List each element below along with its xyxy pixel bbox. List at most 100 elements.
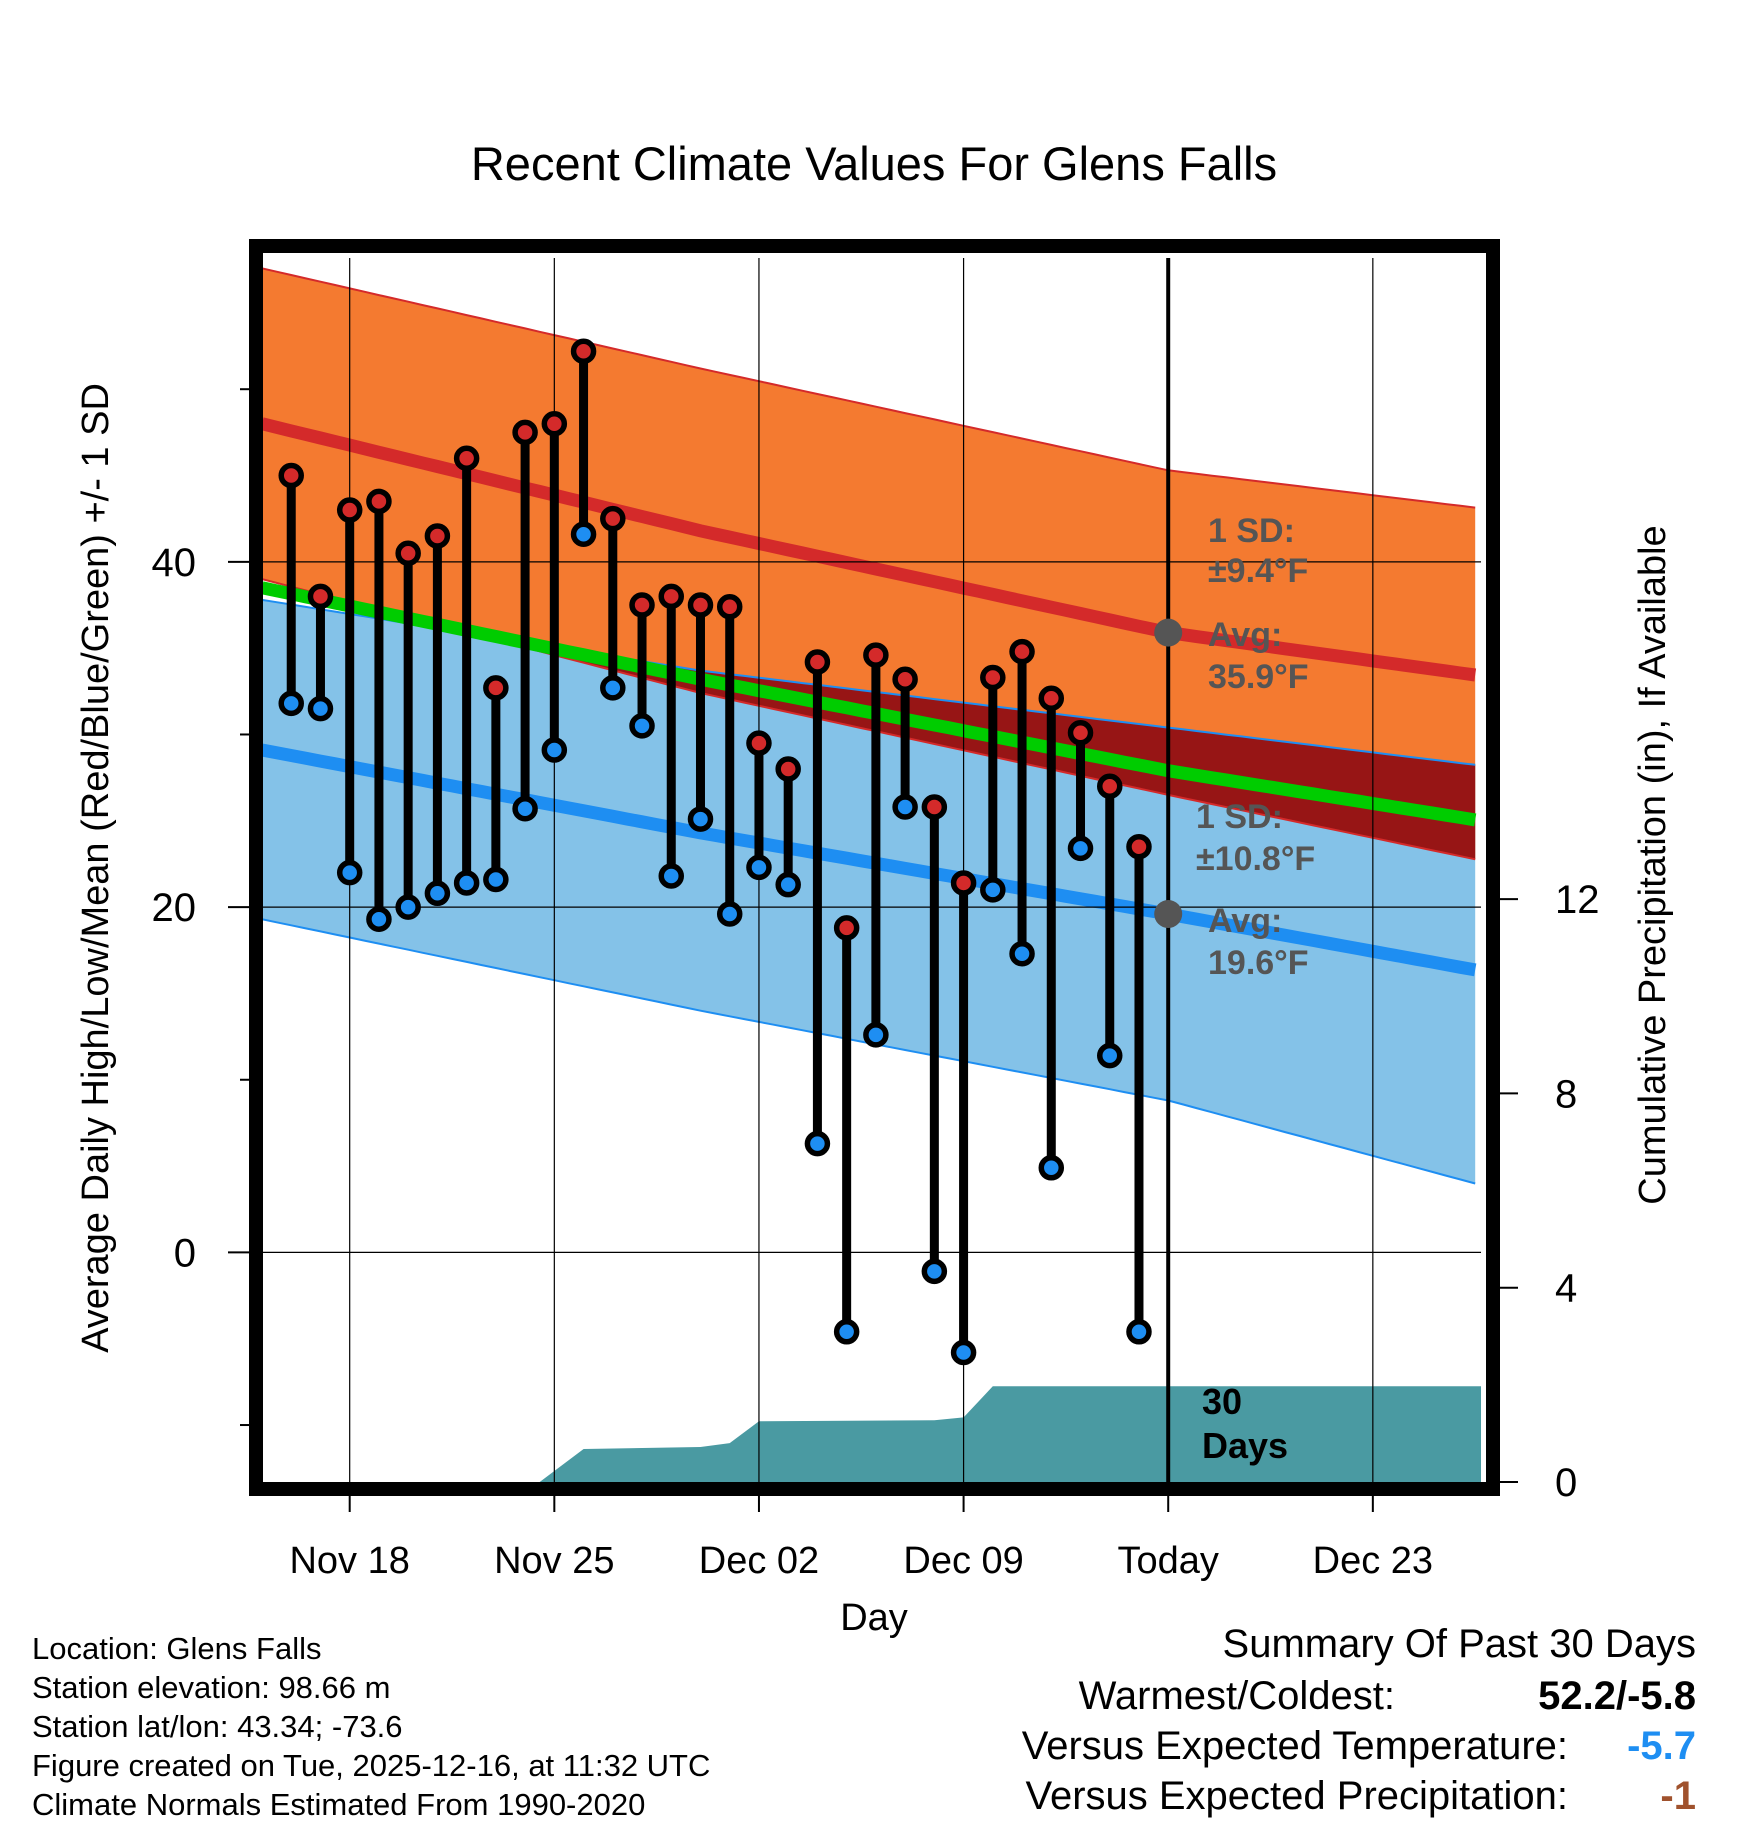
high-sd-value: ±9.4°F <box>1208 552 1308 590</box>
obs-low-point <box>307 695 334 722</box>
obs-low-point <box>366 906 392 932</box>
obs-high-point <box>453 445 480 472</box>
obs-high-point <box>658 583 685 610</box>
obs-high-point <box>512 419 538 446</box>
x-tick-label: Nov 18 <box>289 1540 409 1582</box>
x-tick-label: Nov 25 <box>494 1540 614 1582</box>
obs-high-point <box>541 410 568 437</box>
footer-created: Figure created on Tue, 2025-12-16, at 11… <box>32 1748 711 1783</box>
days-word-label: Days <box>1202 1425 1288 1466</box>
obs-low-point <box>424 880 451 907</box>
obs-low-point <box>600 675 626 701</box>
obs-high-point <box>921 794 948 820</box>
x-tick-label: Dec 02 <box>699 1540 819 1582</box>
footer-elevation: Station elevation: 98.66 m <box>32 1670 391 1705</box>
obs-high-point <box>629 592 655 618</box>
obs-high-point <box>1126 833 1152 860</box>
obs-high-point <box>892 666 918 692</box>
x-tick-label: Today <box>1118 1540 1219 1582</box>
obs-low-point <box>892 794 918 820</box>
obs-high-point <box>863 642 889 668</box>
obs-low-point <box>1067 835 1094 862</box>
obs-high-point <box>307 583 334 610</box>
low-avg-label: Avg: <box>1208 902 1282 940</box>
x-tick-label: Dec 09 <box>903 1540 1023 1582</box>
footer-location: Location: Glens Falls <box>32 1631 322 1666</box>
obs-low-point <box>453 870 480 896</box>
obs-high-point <box>980 664 1006 691</box>
obs-low-point <box>1096 1042 1123 1069</box>
obs-low-point <box>629 713 655 739</box>
chart-title: Recent Climate Values For Glens Falls <box>471 137 1277 190</box>
obs-low-point <box>541 737 568 763</box>
obs-high-point <box>687 592 714 618</box>
obs-high-point <box>775 756 801 782</box>
days-count-label: 30 <box>1202 1381 1242 1422</box>
summary-temp-label: Versus Expected Temperature: <box>1021 1724 1568 1768</box>
obs-high-point <box>424 523 451 549</box>
obs-high-point <box>1038 685 1065 711</box>
obs-low-point <box>1126 1319 1152 1345</box>
summary-warmest-label: Warmest/Coldest: <box>1078 1674 1395 1718</box>
obs-low-point <box>687 806 714 832</box>
high-avg-label: Avg: <box>1208 616 1282 654</box>
obs-high-point <box>716 593 743 620</box>
x-axis-title: Day <box>840 1597 908 1639</box>
obs-high-point <box>746 730 772 756</box>
obs-low-point <box>570 521 597 547</box>
x-tick-label: Dec 23 <box>1313 1540 1433 1582</box>
obs-high-point <box>833 915 860 941</box>
obs-high-point <box>1009 638 1035 665</box>
obs-low-point <box>336 859 363 886</box>
footer-normals: Climate Normals Estimated From 1990-2020 <box>32 1787 646 1822</box>
obs-low-point <box>746 854 772 881</box>
low-avg-marker <box>1154 900 1183 929</box>
y-right-tick-label: 4 <box>1555 1267 1577 1311</box>
obs-low-point <box>804 1130 831 1157</box>
obs-low-point <box>833 1319 860 1345</box>
high-plus-sd-line <box>262 267 1476 509</box>
obs-high-point <box>366 488 392 515</box>
obs-high-point <box>278 462 304 489</box>
obs-high-point <box>1096 773 1123 800</box>
low-avg-value: 19.6°F <box>1208 944 1309 982</box>
y-axis-left-title: Average Daily High/Low/Mean (Red/Blue/Gr… <box>75 383 117 1353</box>
plot-frame <box>249 239 1500 1496</box>
obs-high-point <box>950 870 977 896</box>
summary-temp-value: -5.7 <box>1627 1724 1696 1768</box>
obs-low-point <box>278 690 304 717</box>
y-left-tick-label: 40 <box>152 541 197 585</box>
obs-high-point <box>804 649 831 675</box>
obs-low-point <box>1038 1155 1065 1181</box>
obs-low-point <box>716 901 743 927</box>
obs-low-point <box>483 866 509 893</box>
precip-cumulative-area <box>539 1386 1481 1482</box>
obs-low-point <box>775 871 801 898</box>
obs-high-point <box>336 497 363 523</box>
low-sd-value: ±10.8°F <box>1196 840 1315 878</box>
obs-low-point <box>980 877 1006 903</box>
summary-warmest-value: 52.2/-5.8 <box>1538 1674 1696 1718</box>
obs-high-point <box>570 338 597 364</box>
summary-precip-label: Versus Expected Precipitation: <box>1025 1774 1568 1818</box>
y-left-tick-label: 20 <box>152 886 197 930</box>
obs-high-point <box>483 675 509 701</box>
obs-low-point <box>950 1339 977 1366</box>
high-sd-label: 1 SD: <box>1208 512 1295 550</box>
obs-high-point <box>395 540 421 566</box>
high-avg-marker <box>1154 618 1183 647</box>
y-right-tick-label: 0 <box>1555 1461 1577 1505</box>
obs-high-point <box>600 505 626 532</box>
summary-precip-value: -1 <box>1660 1774 1696 1818</box>
y-axis-right-title: Cumulative Precipitation (in), If Availa… <box>1632 525 1674 1204</box>
footer-latlon: Station lat/lon: 43.34; -73.6 <box>32 1709 403 1744</box>
high-avg-value: 35.9°F <box>1208 658 1309 696</box>
low-sd-label: 1 SD: <box>1196 798 1283 836</box>
obs-low-point <box>921 1258 948 1285</box>
y-right-tick-label: 8 <box>1555 1072 1577 1116</box>
obs-high-point <box>1067 720 1094 746</box>
y-left-tick-label: 0 <box>174 1231 196 1275</box>
obs-low-point <box>863 1022 889 1048</box>
obs-low-point <box>658 863 685 889</box>
